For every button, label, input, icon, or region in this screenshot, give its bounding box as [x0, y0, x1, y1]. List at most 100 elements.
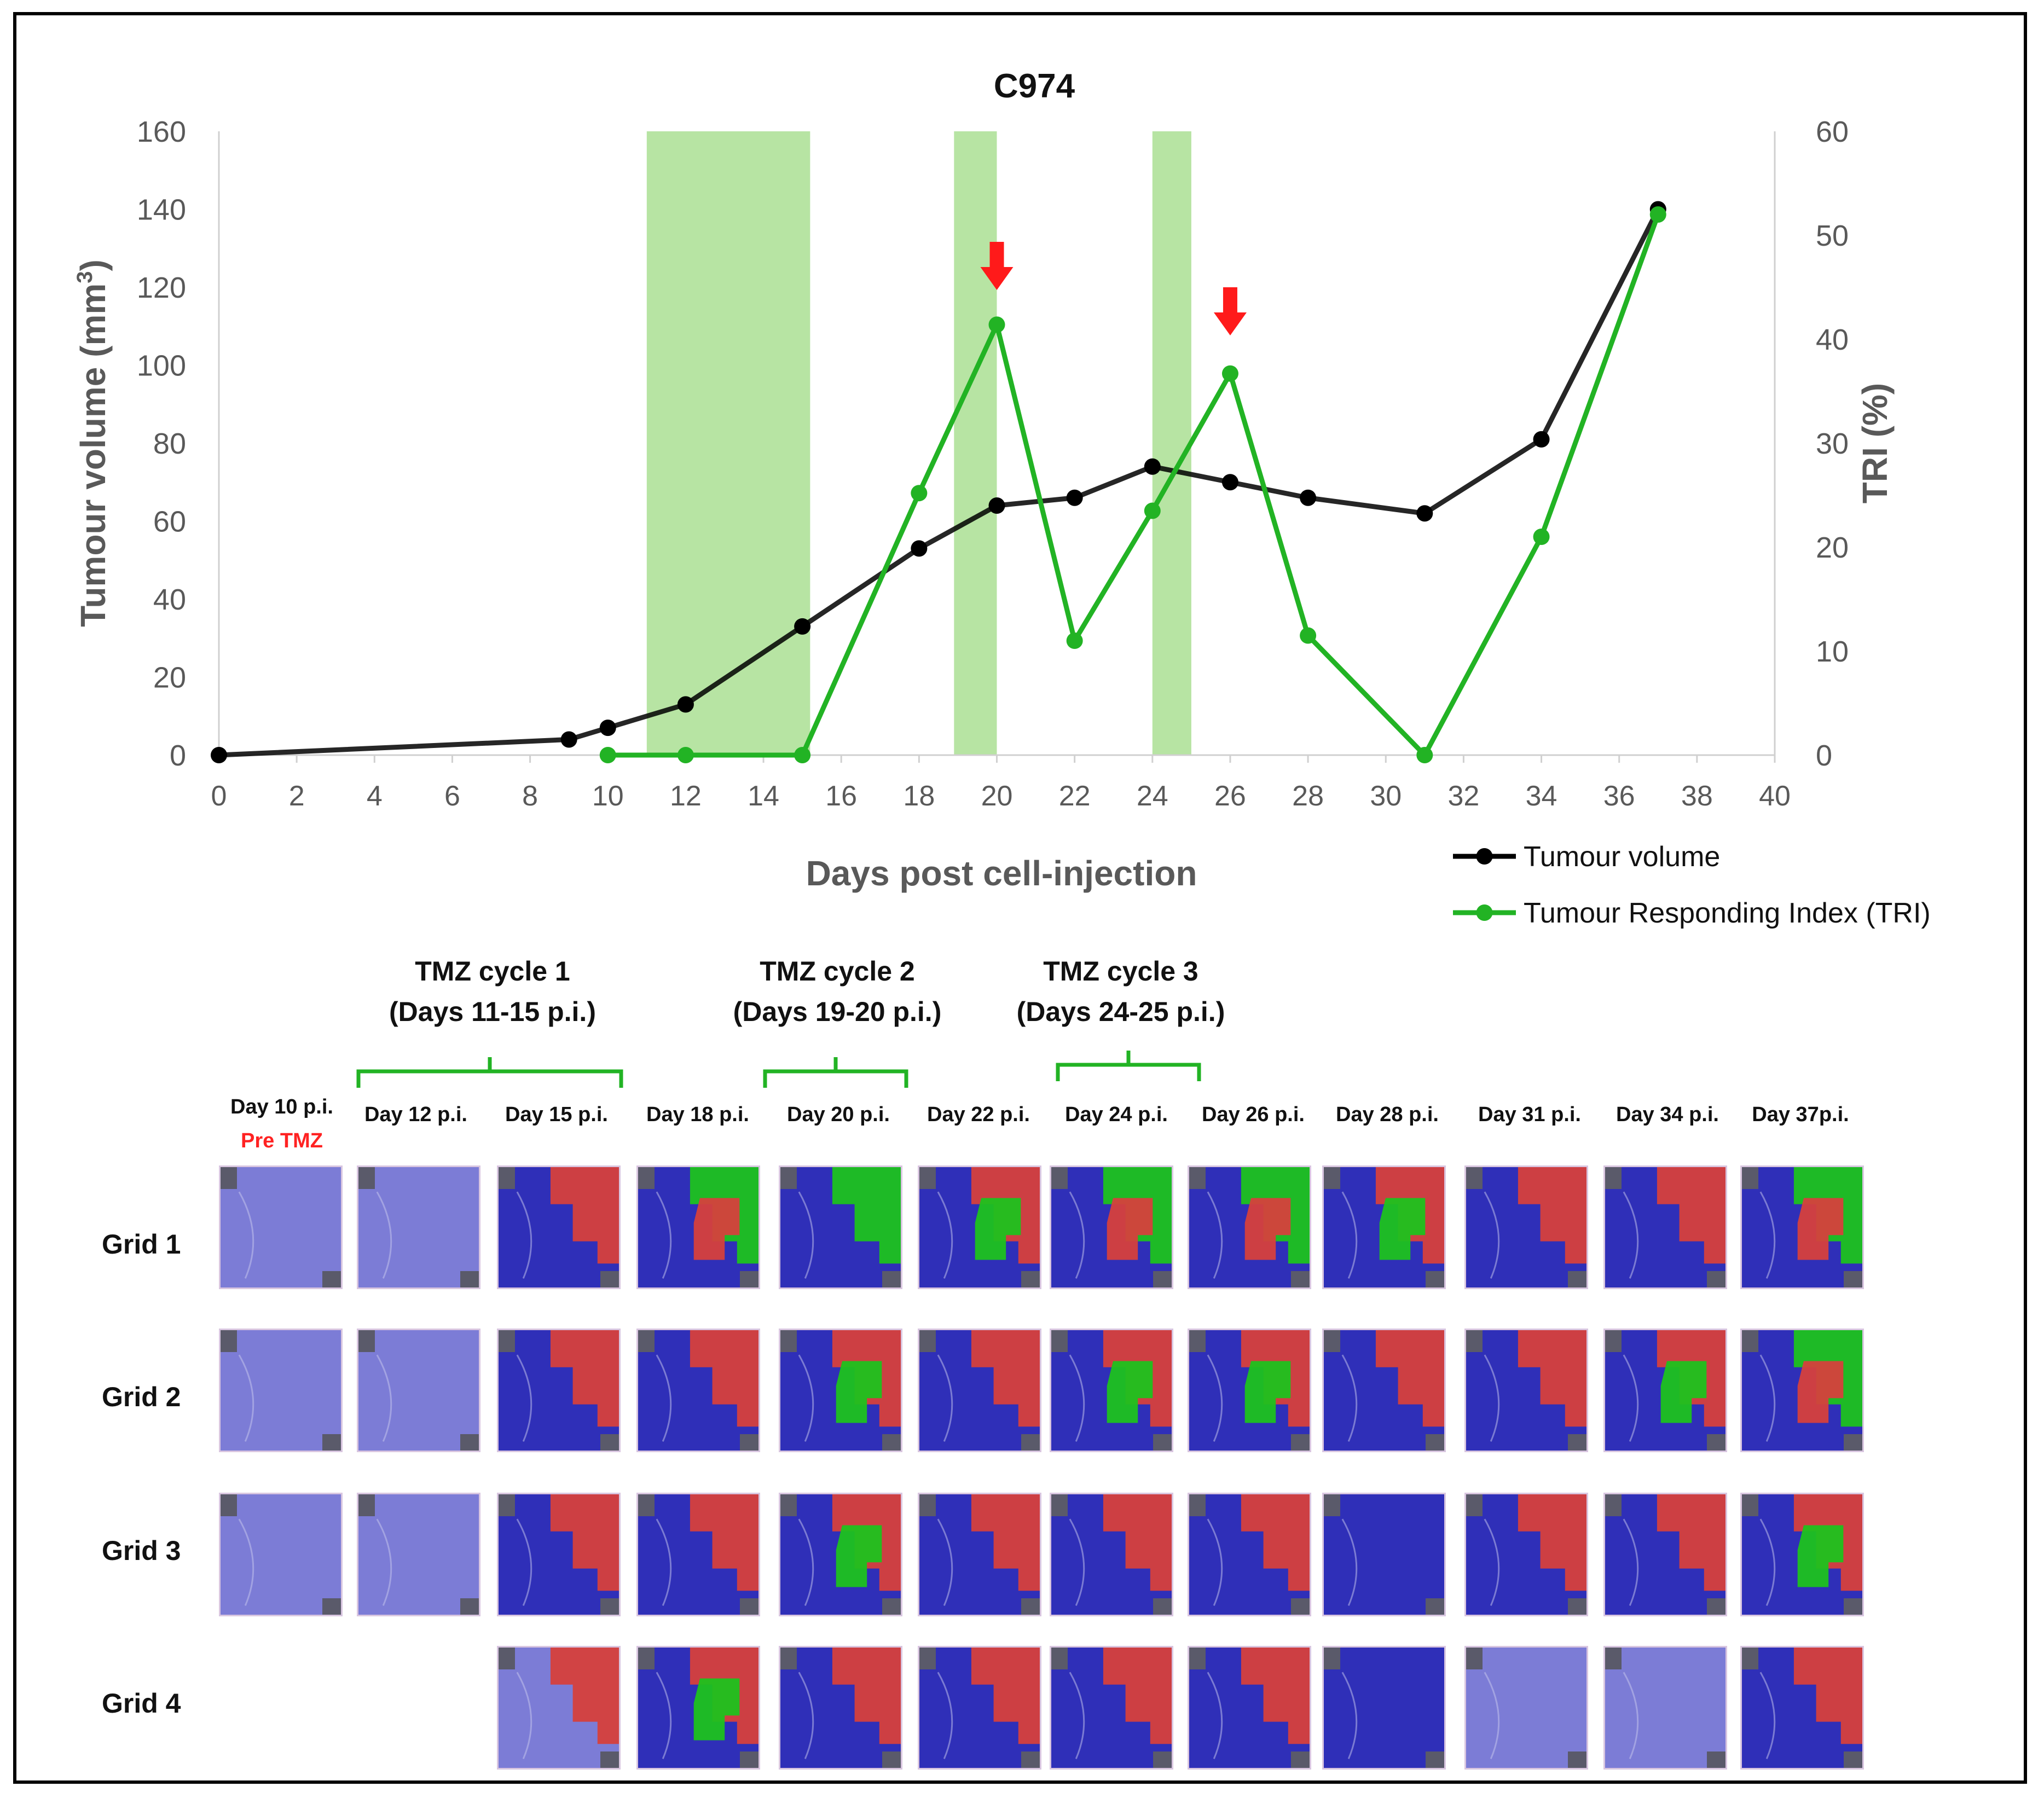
tile-corner: [322, 1434, 341, 1451]
tile-structure: [1341, 1672, 1358, 1759]
mri-tile-image: [638, 1494, 758, 1615]
series-1-point: [1300, 489, 1317, 506]
mri-tile-image: [919, 1167, 1040, 1287]
tile-corner: [1051, 1167, 1068, 1189]
day-label: Day 20 p.i.: [787, 1103, 890, 1126]
tile-structure: [238, 1518, 254, 1606]
tile-corner: [1844, 1434, 1862, 1451]
x-tick-label: 22: [1059, 780, 1091, 812]
tile-corner: [1742, 1167, 1758, 1189]
mri-tile-image: [358, 1167, 479, 1287]
tmz-cycle-2-label: TMZ cycle 2 (Days 19-20 p.i.): [733, 956, 942, 1027]
mri-tile-image: [221, 1494, 341, 1615]
series-1-point: [599, 720, 616, 736]
mri-tile: [779, 1646, 902, 1770]
tile-region: [1797, 1525, 1844, 1587]
day-label: Day 18 p.i.: [646, 1103, 749, 1126]
tile-corner: [1189, 1167, 1206, 1189]
tile-corner: [1844, 1271, 1862, 1287]
tile-corner: [1742, 1494, 1758, 1516]
tile-corner: [1189, 1494, 1206, 1516]
tile-region: [1107, 1198, 1153, 1260]
tile-corner: [780, 1648, 797, 1669]
y2-tick-label: 40: [1816, 323, 1849, 356]
tile-corner: [919, 1494, 936, 1516]
tile-structure: [1341, 1354, 1358, 1442]
tile-region: [1793, 1648, 1862, 1744]
series-2-point: [911, 485, 928, 502]
mri-tile-image: [1324, 1330, 1444, 1451]
tile-corner: [1844, 1751, 1862, 1768]
mri-tile-image: [499, 1648, 619, 1768]
day-label: Day 26 p.i.: [1202, 1103, 1305, 1126]
series-2-point: [1300, 627, 1317, 644]
tile-corner: [322, 1271, 341, 1287]
mri-tile: [1464, 1329, 1588, 1452]
tile-region: [1657, 1167, 1725, 1264]
mri-tile-image: [1051, 1648, 1172, 1768]
tile-corner: [1466, 1330, 1483, 1352]
series-2-point: [1416, 747, 1433, 763]
mri-tile-image: [1742, 1330, 1862, 1451]
grid-4-label: Grid 4: [102, 1688, 181, 1719]
tile-corner: [1021, 1751, 1040, 1768]
mri-tile: [1050, 1165, 1173, 1289]
series-1-point: [794, 618, 811, 635]
mri-tile: [918, 1165, 1041, 1289]
mri-tile: [497, 1646, 621, 1770]
tile-region: [1797, 1198, 1844, 1260]
tile-base: [221, 1494, 341, 1615]
tile-structure: [1341, 1518, 1358, 1606]
grid-1-label: Grid 1: [102, 1229, 181, 1260]
y2-axis-label: TRI (%): [1855, 383, 1895, 503]
mri-tile: [1188, 1646, 1311, 1770]
mri-tile: [918, 1646, 1041, 1770]
mri-tile: [779, 1493, 902, 1616]
mri-tile: [357, 1165, 480, 1289]
tile-region: [690, 1330, 758, 1427]
tile-corner: [1189, 1648, 1206, 1669]
mri-tile: [219, 1493, 343, 1616]
mri-tile-image: [1742, 1494, 1862, 1615]
mri-tile: [636, 1165, 760, 1289]
tmz-period-1: [646, 131, 810, 755]
x-tick-label: 20: [981, 780, 1013, 812]
tile-base: [1324, 1494, 1444, 1615]
tile-corner: [638, 1648, 655, 1669]
mri-tile-image: [1051, 1494, 1172, 1615]
x-tick-label: 0: [211, 780, 227, 812]
tile-corner: [1426, 1434, 1444, 1451]
mri-tile: [219, 1329, 343, 1452]
x-tick-label: 18: [903, 780, 935, 812]
tile-structure: [1759, 1518, 1776, 1606]
tile-corner: [1291, 1751, 1310, 1768]
mri-tile: [1322, 1493, 1446, 1616]
mri-tile-image: [780, 1330, 901, 1451]
tile-structure: [1623, 1354, 1639, 1442]
tile-region: [1241, 1648, 1310, 1744]
tile-region: [693, 1678, 740, 1741]
series-1-point: [1416, 505, 1433, 522]
tile-corner: [1568, 1598, 1586, 1615]
red-arrow-1: [980, 242, 1014, 290]
mri-tile-image: [1466, 1167, 1586, 1287]
mri-tile: [1464, 1493, 1588, 1616]
series-2-point: [677, 747, 694, 763]
tile-corner: [1426, 1271, 1444, 1287]
tile-region: [1241, 1494, 1310, 1591]
tile-region: [1379, 1198, 1426, 1260]
tile-corner: [1324, 1330, 1340, 1352]
tile-corner: [882, 1271, 901, 1287]
mri-tile: [1740, 1329, 1864, 1452]
tile-corner: [1051, 1494, 1068, 1516]
mri-tile-image: [1742, 1648, 1862, 1768]
tile-structure: [937, 1354, 953, 1442]
tile-structure: [516, 1191, 532, 1279]
x-tick-label: 6: [444, 780, 460, 812]
tile-structure: [238, 1191, 254, 1279]
x-tick-label: 36: [1603, 780, 1635, 812]
mri-tile: [918, 1329, 1041, 1452]
tile-structure: [798, 1354, 814, 1442]
mri-tile-image: [1189, 1494, 1310, 1615]
tile-structure: [1623, 1191, 1639, 1279]
